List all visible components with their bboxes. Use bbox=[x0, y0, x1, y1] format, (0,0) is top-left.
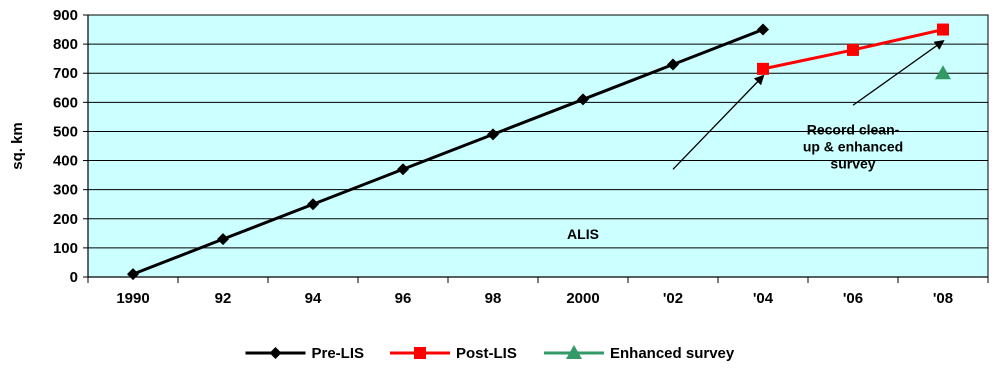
y-tick-label: 100 bbox=[53, 240, 78, 257]
y-tick-label: 800 bbox=[53, 36, 78, 53]
y-tick-label: 300 bbox=[53, 182, 78, 199]
grid-lines bbox=[88, 14, 988, 249]
legend-marker bbox=[269, 347, 282, 359]
y-tick-label: 700 bbox=[53, 65, 78, 82]
data-point bbox=[217, 233, 229, 246]
x-tick-label: 1990 bbox=[116, 290, 149, 307]
x-tick-label: 96 bbox=[395, 290, 412, 307]
x-tick-label: 94 bbox=[305, 290, 322, 307]
data-point bbox=[307, 198, 319, 211]
axes bbox=[83, 14, 989, 283]
legend-marker bbox=[414, 347, 426, 359]
x-tick-label: '02 bbox=[663, 290, 683, 307]
x-tick-label: '08 bbox=[933, 290, 953, 307]
data-point bbox=[667, 58, 679, 71]
y-tick-label: 500 bbox=[53, 123, 78, 140]
legend-label: Enhanced survey bbox=[610, 345, 735, 362]
data-point bbox=[487, 128, 499, 141]
data-point bbox=[127, 268, 139, 281]
x-tick-label: 92 bbox=[215, 290, 232, 307]
y-tick-label: 0 bbox=[70, 269, 78, 286]
x-tick-label: '04 bbox=[753, 290, 774, 307]
series-group bbox=[127, 23, 951, 281]
y-tick-label: 400 bbox=[53, 153, 78, 170]
annotation-text: ALIS bbox=[567, 226, 599, 242]
y-tick-label: 200 bbox=[53, 211, 78, 228]
annotation-text: Record clean- bbox=[807, 121, 900, 137]
annotation-arrow bbox=[672, 74, 765, 170]
data-point bbox=[757, 23, 769, 36]
legend: Pre-LIS Post-LIS Enhanced survey bbox=[245, 345, 735, 362]
series-line bbox=[132, 28, 764, 276]
y-tick-label: 900 bbox=[53, 7, 78, 24]
y-tick-labels: 0 100 200 300 400 500 600 700 800 900 bbox=[53, 7, 78, 286]
annotation-text: up & enhanced bbox=[803, 138, 903, 154]
x-tick-label: 2000 bbox=[566, 290, 599, 307]
annotation-text: survey bbox=[830, 155, 875, 171]
legend-marker bbox=[566, 345, 582, 359]
data-point bbox=[757, 62, 769, 75]
x-tick-labels: 1990 92 94 96 98 2000 '02 '04 '06 '08 bbox=[116, 290, 953, 307]
data-point bbox=[577, 93, 589, 106]
x-tick-label: 98 bbox=[485, 290, 502, 307]
legend-item-pre-lis: Pre-LIS bbox=[245, 345, 365, 362]
annotation-arrow bbox=[852, 40, 945, 106]
annotation: ALIS bbox=[567, 74, 765, 242]
y-axis-label: sq. km bbox=[9, 122, 26, 170]
series-post-lis bbox=[757, 23, 949, 75]
y-tick-label: 600 bbox=[53, 94, 78, 111]
legend-item-enhanced-survey: Enhanced survey bbox=[544, 345, 735, 362]
series-enhanced-survey bbox=[935, 65, 951, 80]
data-point bbox=[937, 23, 949, 36]
data-point bbox=[847, 43, 859, 56]
legend-label: Post-LIS bbox=[456, 345, 517, 362]
legend-item-post-lis: Post-LIS bbox=[390, 345, 517, 362]
series-pre-lis bbox=[127, 23, 769, 281]
legend-label: Pre-LIS bbox=[312, 345, 365, 362]
x-tick-label: '06 bbox=[843, 290, 863, 307]
data-point bbox=[935, 65, 951, 80]
data-point bbox=[397, 163, 409, 176]
